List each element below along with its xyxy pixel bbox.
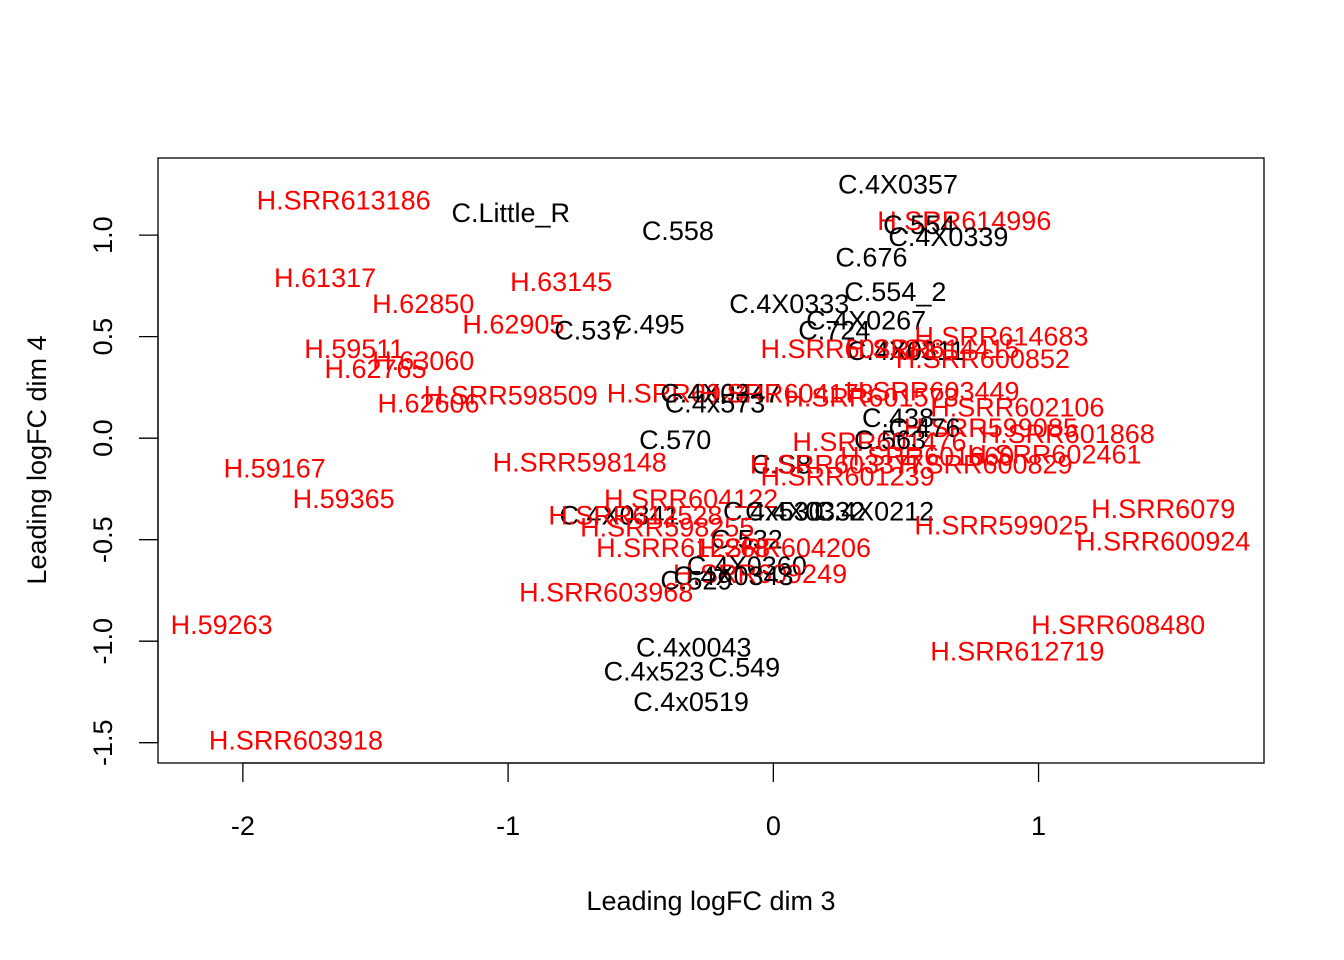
x-tick-label: -2 xyxy=(231,811,255,841)
point-label-h: H.59511 xyxy=(304,334,404,364)
point-label-h: H.SRR602461 xyxy=(967,439,1141,469)
point-label-h: H.62765 xyxy=(324,354,426,384)
point-label-c: C.4x0043 xyxy=(636,632,752,662)
point-label-h: H.SRR614996 xyxy=(877,206,1051,236)
point-label-h: H.SRR602381 xyxy=(761,334,935,364)
point-label-c: C.563 xyxy=(854,425,926,455)
point-label-c: C.438 xyxy=(862,403,934,433)
point-label-h: H.SRR603968 xyxy=(519,577,693,607)
point-label-h: H.SRR601573 xyxy=(784,383,958,413)
point-label-c: C.4x523 xyxy=(604,657,705,687)
point-label-c: C.570 xyxy=(639,425,711,455)
point-label-h: H.59263 xyxy=(171,610,273,640)
y-tick-label: 1.0 xyxy=(88,216,118,254)
point-label-h: H.SRR601239 xyxy=(761,462,935,492)
point-label-c: C.549 xyxy=(708,653,780,683)
point-label-c: C.4X0347 xyxy=(660,379,780,409)
point-label-h: H.SRR601868 xyxy=(981,419,1155,449)
point-label-h: H.62905 xyxy=(462,309,564,339)
point-label-h: H.SRR613186 xyxy=(257,186,431,216)
y-tick-label: -1.5 xyxy=(88,719,118,766)
point-label-h: H.SRR603449 xyxy=(845,376,1019,406)
point-label-h: H.SRR604206 xyxy=(697,533,871,563)
data-points: C.4X0357 H.SRR613186 C.Little_R H.SRR614996… xyxy=(171,169,1251,755)
point-label-h: H.61317 xyxy=(274,263,376,293)
point-label-h: H.SRR612268 xyxy=(596,533,770,563)
y-tick-label: 0.0 xyxy=(88,419,118,457)
point-label-c: C.4X0343 xyxy=(673,561,793,591)
y-tick-label: -0.5 xyxy=(88,516,118,563)
point-label-h: H.SRR600924 xyxy=(1076,527,1250,557)
point-label-h: H.SRR598509 xyxy=(424,381,598,411)
point-label-c: C.4X0333 xyxy=(729,289,849,319)
point-label-h: H.SRR603918 xyxy=(209,726,383,756)
x-axis-label: Leading logFC dim 3 xyxy=(586,886,835,916)
point-label-c: C.4X0212 xyxy=(814,496,934,526)
point-label-c: C.4X0360 xyxy=(687,551,807,581)
point-label-c: C.724 xyxy=(798,316,870,346)
point-label-h: H.SRR601660 xyxy=(840,441,1014,471)
point-label-h: H.59167 xyxy=(224,454,326,484)
point-label-c: C.4x0519 xyxy=(633,687,749,717)
point-label-c: C.4X0357 xyxy=(838,169,958,199)
x-tick-label: 1 xyxy=(1031,811,1046,841)
point-label-h: H.SRR604178 xyxy=(700,379,874,409)
point-label-h: H.63145 xyxy=(510,267,612,297)
point-label-c: C.676 xyxy=(835,242,907,272)
point-label-c: C.532 xyxy=(711,525,783,555)
y-tick-label: 0.5 xyxy=(88,318,118,356)
point-label-c: C.554_2 xyxy=(844,277,946,307)
point-label-h: H.SRR614415 xyxy=(845,334,1019,364)
y-axis-label: Leading logFC dim 4 xyxy=(22,335,52,584)
point-label-c: C.529 xyxy=(660,565,732,595)
point-label-c: C.476 xyxy=(888,413,960,443)
x-tick-label: -1 xyxy=(496,811,520,841)
point-label-c: C.4X0267 xyxy=(806,305,926,335)
point-label-h: H.63060 xyxy=(372,346,474,376)
point-label-h: H.SRR603377 xyxy=(750,450,924,480)
point-label-c: C.4X0332 xyxy=(745,496,865,526)
point-label-h: H.SRR601476 xyxy=(792,427,966,457)
point-label-h: H.SRR598148 xyxy=(493,448,667,478)
point-label-h: H.SRR609249 xyxy=(673,559,847,589)
point-label-h: H.SRR612719 xyxy=(930,636,1104,666)
point-label-h: H.SRR602447 xyxy=(607,379,781,409)
point-label-c: C.495 xyxy=(613,309,685,339)
point-label-c: C.537 xyxy=(554,316,626,346)
point-label-h: H.SRR598255 xyxy=(580,512,754,542)
x-axis: -2 -1 0 1 xyxy=(231,762,1046,841)
point-label-h: H.SRR599085 xyxy=(904,413,1078,443)
y-tick-label: -1.0 xyxy=(88,618,118,665)
point-label-c: C.558 xyxy=(642,216,714,246)
point-label-h: H.SRR614683 xyxy=(914,322,1088,352)
point-label-h: H.62850 xyxy=(372,289,474,319)
y-axis: -1.5 -1.0 -0.5 0.0 0.5 1.0 xyxy=(88,216,159,766)
point-label-h: H.SRR600852 xyxy=(896,344,1070,374)
x-tick-label: 0 xyxy=(766,811,781,841)
point-label-c: C.4X0339 xyxy=(888,222,1008,252)
point-label-c: C.554 xyxy=(883,210,955,240)
point-label-c: C.4X0311 xyxy=(847,336,965,366)
point-label-h: H.SRR612528 xyxy=(548,500,722,530)
point-label-c: C.Little_R xyxy=(451,198,570,228)
point-label-h: H.62606 xyxy=(377,389,479,419)
point-label-h: H.SRR600829 xyxy=(898,450,1072,480)
point-label-c: C.4x530 xyxy=(723,496,824,526)
point-label-h: H.SRR599025 xyxy=(914,510,1088,540)
point-label-c: C.4X0341 xyxy=(559,500,679,530)
point-label-h: H.59365 xyxy=(293,484,395,514)
point-label-h: H.SRR602106 xyxy=(930,393,1104,423)
point-label-h: H.SRR6079 xyxy=(1091,494,1235,524)
point-label-h: H.SRR604122 xyxy=(604,484,778,514)
point-label-c: C.4x573 xyxy=(665,389,766,419)
point-label-c: C.S8 xyxy=(751,450,811,480)
point-label-h: H.SRR608480 xyxy=(1031,610,1205,640)
